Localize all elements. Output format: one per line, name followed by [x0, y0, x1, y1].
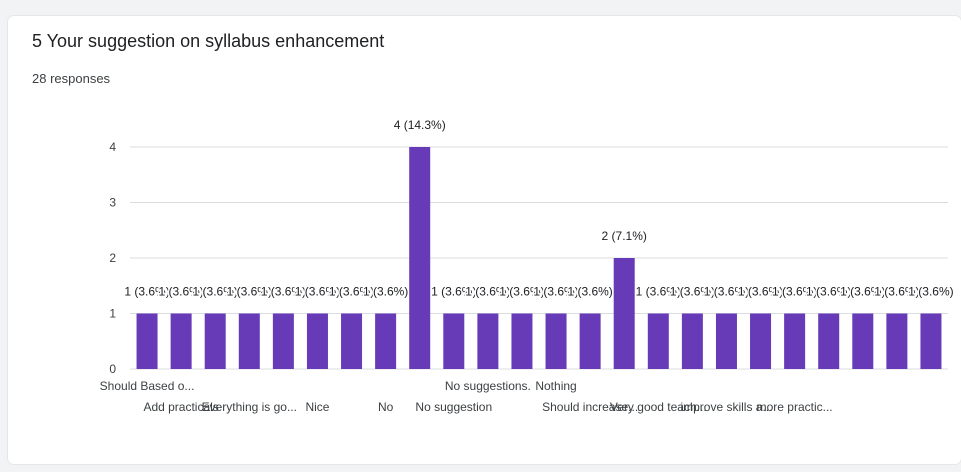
bar	[852, 313, 874, 369]
bar	[170, 313, 192, 369]
bar	[886, 313, 908, 369]
data-label: 1 (3.6%)	[193, 285, 238, 299]
data-label: 1 (3.6%)	[158, 285, 203, 299]
x-tick-label: Should Based o...	[100, 379, 195, 393]
y-tick-label: 0	[109, 362, 116, 376]
bar	[341, 313, 363, 369]
data-label: 1 (3.6%)	[363, 285, 408, 299]
data-label: 1 (3.6%)	[465, 285, 510, 299]
data-label: 1 (3.6%)	[670, 285, 715, 299]
data-label: 1 (3.6%)	[840, 285, 885, 299]
bar	[136, 313, 158, 369]
data-label: 1 (3.6%)	[874, 285, 919, 299]
x-tick-label: No	[378, 400, 394, 414]
data-label: 1 (3.6%)	[704, 285, 749, 299]
bar	[613, 258, 635, 369]
y-tick-label: 3	[109, 196, 116, 210]
x-tick-label: No suggestion	[415, 400, 492, 414]
data-label: 1 (3.6%)	[124, 285, 169, 299]
data-label: 2 (7.1%)	[602, 229, 647, 243]
bar	[409, 147, 431, 369]
x-tick-label: Everything is go...	[202, 400, 297, 414]
data-label: 1 (3.6%)	[806, 285, 851, 299]
data-label: 4 (14.3%)	[394, 118, 446, 132]
x-tick-label: Nothing	[535, 379, 576, 393]
data-label: 1 (3.6%)	[499, 285, 544, 299]
x-tick-label: Add practicals	[143, 400, 218, 414]
x-tick-label: Should increase...	[542, 400, 638, 414]
bar	[443, 313, 465, 369]
data-label: 1 (3.6%)	[431, 285, 476, 299]
bar	[647, 313, 669, 369]
data-label: 1 (3.6%)	[567, 285, 612, 299]
bar	[818, 313, 840, 369]
bar	[920, 313, 942, 369]
bar	[545, 313, 567, 369]
x-tick-label: Nice	[305, 400, 329, 414]
data-label: 1 (3.6%)	[329, 285, 374, 299]
x-tick-label: more practic...	[757, 400, 833, 414]
data-label: 1 (3.6%)	[295, 285, 340, 299]
bar	[681, 313, 703, 369]
bar	[715, 313, 737, 369]
data-label: 1 (3.6%)	[772, 285, 817, 299]
data-label: 1 (3.6%)	[908, 285, 953, 299]
data-label: 1 (3.6%)	[261, 285, 306, 299]
bar	[784, 313, 806, 369]
bar	[272, 313, 294, 369]
x-tick-label: No suggestions.	[445, 379, 531, 393]
question-card	[8, 16, 961, 464]
y-tick-label: 1	[109, 307, 116, 321]
bar	[477, 313, 499, 369]
bar	[511, 313, 533, 369]
bar	[579, 313, 601, 369]
data-label: 1 (3.6%)	[636, 285, 681, 299]
question-title: 5 Your suggestion on syllabus enhancemen…	[32, 31, 385, 51]
y-tick-label: 2	[109, 251, 116, 265]
x-tick-label: Very good teach...	[610, 400, 707, 414]
response-count: 28 responses	[32, 71, 111, 86]
bar	[750, 313, 772, 369]
data-label: 1 (3.6%)	[227, 285, 272, 299]
bar	[238, 313, 260, 369]
y-tick-label: 4	[109, 140, 116, 154]
bar	[204, 313, 226, 369]
bar	[306, 313, 328, 369]
data-label: 1 (3.6%)	[738, 285, 783, 299]
x-tick-label: improve skills a...	[680, 400, 772, 414]
data-label: 1 (3.6%)	[533, 285, 578, 299]
bar	[375, 313, 397, 369]
